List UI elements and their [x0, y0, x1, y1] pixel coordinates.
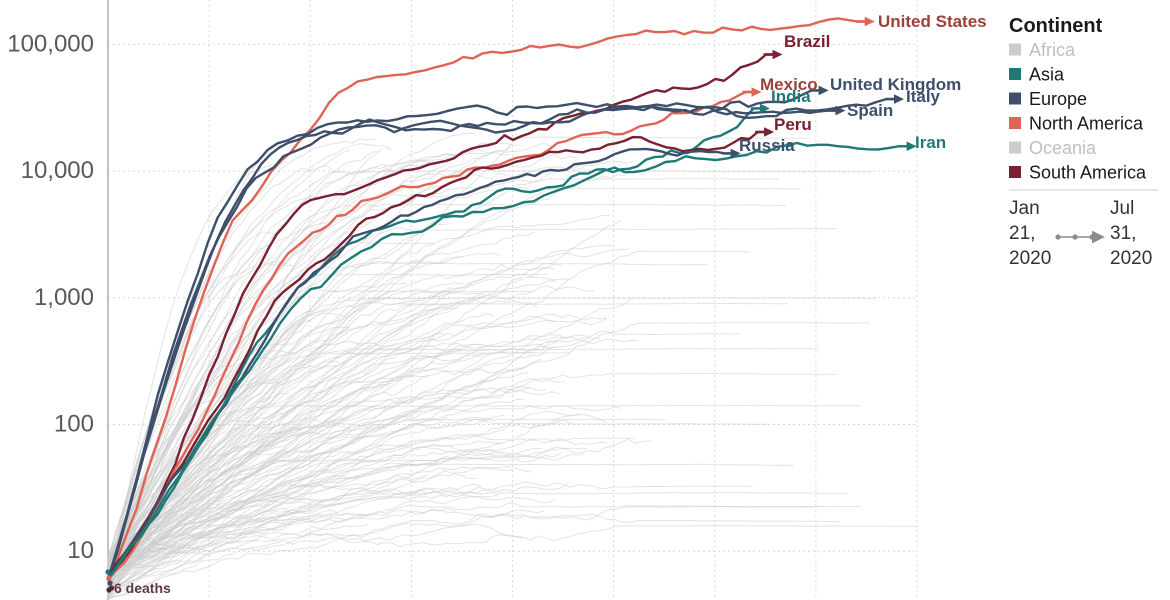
svg-text:South America: South America [1029, 163, 1147, 183]
svg-text:Oceania: Oceania [1029, 138, 1097, 158]
svg-text:100,000: 100,000 [7, 30, 94, 57]
svg-text:United Kingdom: United Kingdom [830, 75, 961, 94]
svg-text:Jan: Jan [1009, 198, 1040, 219]
svg-text:Africa: Africa [1029, 40, 1076, 60]
svg-text:Spain: Spain [847, 101, 893, 120]
svg-text:21,: 21, [1009, 223, 1035, 244]
svg-text:10: 10 [67, 537, 94, 564]
svg-text:Italy: Italy [906, 87, 941, 106]
svg-text:2020: 2020 [1009, 248, 1051, 269]
svg-text:Asia: Asia [1029, 65, 1065, 85]
svg-text:Brazil: Brazil [784, 32, 830, 51]
svg-text:31,: 31, [1110, 223, 1136, 244]
svg-text:1,000: 1,000 [34, 284, 94, 311]
svg-text:2020: 2020 [1110, 248, 1152, 269]
svg-text:North America: North America [1029, 114, 1144, 134]
svg-text:Jul: Jul [1110, 198, 1134, 219]
svg-text:Europe: Europe [1029, 89, 1087, 109]
svg-text:100: 100 [54, 411, 94, 438]
svg-text:Peru: Peru [774, 115, 812, 134]
svg-text:6 deaths: 6 deaths [114, 580, 171, 596]
svg-text:India: India [771, 87, 811, 106]
svg-text:Iran: Iran [915, 133, 946, 152]
svg-text:10,000: 10,000 [21, 157, 94, 184]
svg-text:Russia: Russia [739, 136, 795, 155]
svg-text:Continent: Continent [1009, 15, 1103, 37]
svg-text:United States: United States [878, 12, 987, 31]
